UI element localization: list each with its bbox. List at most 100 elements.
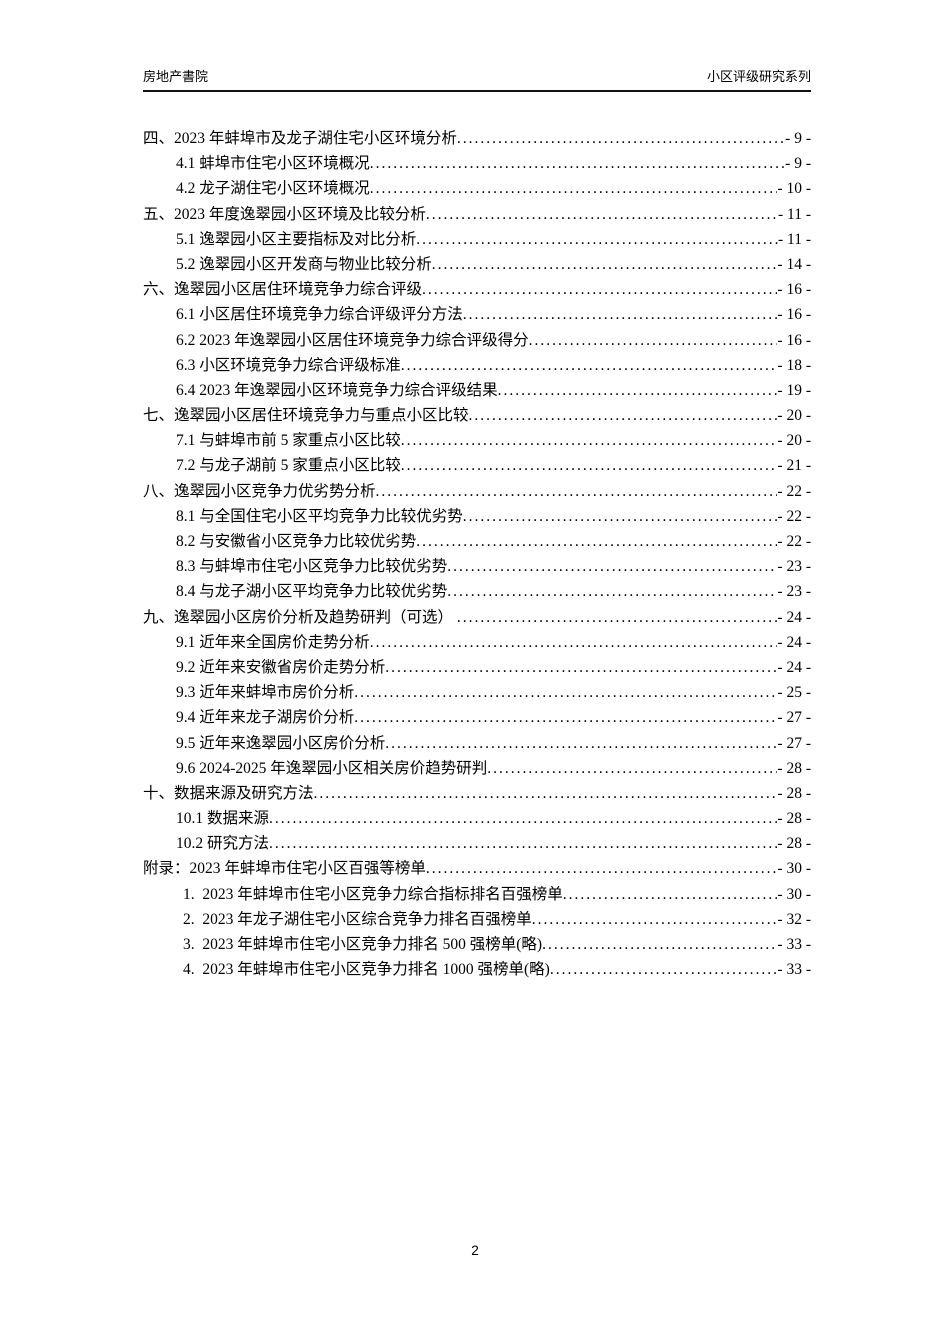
toc-entry[interactable]: 6.1 小区居住环境竞争力综合评级评分方法 ..................… — [143, 302, 811, 327]
toc-page-number: - 30 - — [777, 860, 811, 878]
toc-entry[interactable]: 六、逸翠园小区居住环境竞争力综合评级 .....................… — [143, 277, 811, 302]
toc-entry-label: 1. 2023 年蚌埠市住宅小区竞争力综合指标排名百强榜单 — [183, 885, 563, 903]
toc-entry[interactable]: 5.1 逸翠园小区主要指标及对比分析 .....................… — [143, 227, 811, 252]
toc-entry[interactable]: 7.1 与蚌埠市前 5 家重点小区比较 ....................… — [143, 428, 811, 453]
toc-leader-dots: ........................................… — [497, 381, 778, 399]
toc-leader-dots: ........................................… — [456, 608, 778, 626]
toc-leader-dots: ........................................… — [468, 407, 778, 425]
toc-entry[interactable]: 9.5 近年来逸翠园小区房价分析 .......................… — [143, 731, 811, 756]
toc-leader-dots: ........................................… — [416, 230, 778, 248]
toc-entry[interactable]: 十、数据来源及研究方法 ............................… — [143, 781, 811, 806]
toc-page-number: - 24 - — [777, 658, 811, 676]
toc-leader-dots: ........................................… — [462, 306, 778, 324]
toc-entry[interactable]: 9.2 近年来安徽省房价走势分析 .......................… — [143, 655, 811, 680]
toc-page-number: - 33 - — [777, 961, 811, 979]
toc-page-number: - 33 - — [777, 936, 811, 953]
toc-page-number: - 25 - — [777, 684, 811, 702]
toc-page-number: - 27 - — [777, 734, 811, 752]
toc-entry-label: 七、逸翠园小区居住环境竞争力与重点小区比较 — [143, 407, 469, 425]
toc-entry[interactable]: 四、2023 年蚌埠市及龙子湖住宅小区环境分析 ................… — [143, 126, 811, 151]
toc-entry[interactable]: 9.6 2024-2025 年逸翠园小区相关房价趋势研判 ...........… — [143, 756, 811, 781]
toc-entry[interactable]: 6.2 2023 年逸翠园小区居住环境竞争力综合评级得分 ...........… — [143, 328, 811, 353]
toc-entry-label: 6.3 小区环境竞争力综合评级标准 — [176, 356, 401, 374]
toc-entry[interactable]: 6.4 2023 年逸翠园小区环境竞争力综合评级结果 .............… — [143, 378, 811, 403]
toc-leader-dots: ........................................… — [400, 356, 778, 374]
toc-leader-dots: ........................................… — [354, 684, 778, 702]
toc-leader-dots: ........................................… — [562, 885, 778, 903]
toc-leader-dots: ........................................… — [542, 936, 778, 953]
toc-entry[interactable]: 九、逸翠园小区房价分析及趋势研判（可选） ...................… — [143, 605, 811, 630]
toc-page-number: - 28 - — [777, 835, 811, 853]
toc-entry[interactable]: 2. 2023 年龙子湖住宅小区综合竞争力排名百强榜单 ............… — [143, 907, 811, 932]
header-right-text: 小区评级研究系列 — [706, 69, 811, 84]
toc-entry-label: 8.4 与龙子湖小区平均竞争力比较优劣势 — [176, 583, 448, 601]
toc-entry-label: 9.2 近年来安徽省房价走势分析 — [176, 658, 386, 676]
toc-entry-label: 6.1 小区居住环境竞争力综合评级评分方法 — [176, 306, 463, 324]
toc-entry-label: 5.1 逸翠园小区主要指标及对比分析 — [176, 230, 417, 248]
toc-entry[interactable]: 五、2023 年度逸翠园小区环境及比较分析 ..................… — [143, 202, 811, 227]
toc-entry[interactable]: 5.2 逸翠园小区开发商与物业比较分析 ....................… — [143, 252, 811, 277]
toc-page-number: - 18 - — [777, 356, 811, 374]
toc-entry[interactable]: 8.3 与蚌埠市住宅小区竞争力比较优劣势 ...................… — [143, 554, 811, 579]
toc-page-number: - 28 - — [777, 810, 811, 828]
toc-page-number: - 22 - — [777, 533, 811, 550]
toc-entry[interactable]: 8.1 与全国住宅小区平均竞争力比较优劣势 ..................… — [143, 504, 811, 529]
toc-leader-dots: ........................................… — [425, 860, 778, 878]
toc-page-number: - 28 - — [777, 759, 811, 777]
toc-entry-label: 6.2 2023 年逸翠园小区居住环境竞争力综合评级得分 — [176, 331, 529, 349]
toc-entry-label: 3. 2023 年蚌埠市住宅小区竞争力排名 500 强榜单(略) — [183, 936, 543, 953]
toc-entry-label: 四、2023 年蚌埠市及龙子湖住宅小区环境分析 — [143, 130, 457, 147]
toc-leader-dots: ........................................… — [528, 331, 778, 349]
toc-leader-dots: ........................................… — [462, 507, 778, 525]
header-left-text: 房地产書院 — [143, 69, 209, 84]
toc-leader-dots: ........................................… — [531, 910, 778, 928]
toc-leader-dots: ........................................… — [487, 759, 777, 777]
toc-entry[interactable]: 1. 2023 年蚌埠市住宅小区竞争力综合指标排名百强榜单 ..........… — [143, 882, 811, 907]
toc-leader-dots: ........................................… — [369, 633, 778, 651]
toc-entry[interactable]: 附录：2023 年蚌埠市住宅小区百强等榜单 ..................… — [143, 856, 811, 881]
toc-entry[interactable]: 4. 2023 年蚌埠市住宅小区竞争力排名 1000 强榜单(略) ......… — [143, 957, 811, 982]
toc-entry[interactable]: 8.4 与龙子湖小区平均竞争力比较优劣势 ...................… — [143, 579, 811, 604]
toc-entry-label: 5.2 逸翠园小区开发商与物业比较分析 — [176, 255, 432, 273]
toc-entry-label: 7.2 与龙子湖前 5 家重点小区比较 — [176, 457, 401, 475]
toc-leader-dots: ........................................… — [354, 709, 778, 727]
toc-page-number: - 20 - — [777, 407, 811, 425]
toc-entry[interactable]: 4.1 蚌埠市住宅小区环境概况 ........................… — [143, 151, 811, 176]
toc-leader-dots: ........................................… — [369, 180, 778, 198]
toc-entry[interactable]: 10.1 数据来源 ..............................… — [143, 806, 811, 831]
toc-leader-dots: ........................................… — [269, 810, 777, 828]
toc-entry[interactable]: 7.2 与龙子湖前 5 家重点小区比较 ....................… — [143, 453, 811, 478]
toc-entry-label: 8.1 与全国住宅小区平均竞争力比较优劣势 — [176, 507, 463, 525]
toc-entry[interactable]: 9.4 近年来龙子湖房价分析 .........................… — [143, 705, 811, 730]
toc-page-number: - 21 - — [777, 457, 811, 475]
toc-leader-dots: ........................................… — [400, 457, 778, 475]
toc-entry-label: 7.1 与蚌埠市前 5 家重点小区比较 — [176, 432, 401, 450]
toc-leader-dots: ........................................… — [425, 205, 778, 223]
table-of-contents: 四、2023 年蚌埠市及龙子湖住宅小区环境分析 ................… — [143, 126, 811, 982]
toc-entry[interactable]: 6.3 小区环境竞争力综合评级标准 ......................… — [143, 353, 811, 378]
toc-page-number: - 19 - — [777, 381, 811, 399]
toc-page-number: - 16 - — [777, 331, 811, 349]
toc-entry[interactable]: 8.2 与安徽省小区竞争力比较优劣势 .....................… — [143, 529, 811, 554]
toc-entry[interactable]: 10.2 研究方法 ..............................… — [143, 831, 811, 856]
toc-page-number: - 30 - — [777, 885, 811, 903]
footer-page-number: 2 — [471, 1243, 479, 1258]
toc-entry-label: 十、数据来源及研究方法 — [143, 784, 314, 802]
toc-entry-label: 六、逸翠园小区居住环境竞争力综合评级 — [143, 281, 423, 299]
toc-leader-dots: ........................................… — [422, 281, 777, 299]
toc-entry[interactable]: 七、逸翠园小区居住环境竞争力与重点小区比较 ..................… — [143, 403, 811, 428]
toc-entry[interactable]: 9.3 近年来蚌埠市房价分析 .........................… — [143, 680, 811, 705]
toc-entry[interactable]: 4.2 龙子湖住宅小区环境概况 ........................… — [143, 176, 811, 201]
toc-page-number: - 10 - — [777, 180, 811, 198]
toc-entry-label: 九、逸翠园小区房价分析及趋势研判（可选） — [143, 608, 457, 626]
toc-leader-dots: ........................................… — [385, 658, 777, 676]
toc-entry[interactable]: 9.1 近年来全国房价走势分析 ........................… — [143, 630, 811, 655]
toc-page-number: - 9 - — [785, 130, 811, 147]
toc-leader-dots: ........................................… — [385, 734, 777, 752]
toc-entry[interactable]: 3. 2023 年蚌埠市住宅小区竞争力排名 500 强榜单(略) .......… — [143, 932, 811, 957]
toc-entry[interactable]: 八、逸翠园小区竞争力优劣势分析 ........................… — [143, 479, 811, 504]
toc-leader-dots: ........................................… — [456, 130, 786, 147]
toc-page-number: - 28 - — [777, 784, 811, 802]
toc-page-number: - 16 - — [777, 306, 811, 324]
